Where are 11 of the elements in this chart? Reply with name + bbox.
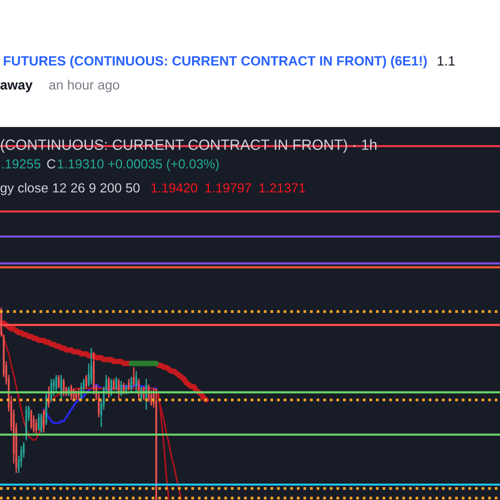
text: an hour ago	[49, 80, 120, 92]
text: 1.19310 +0.00035 (+0.03%)	[58, 158, 219, 172]
text: 1.19797	[205, 183, 252, 193]
text: 1.1	[438, 56, 455, 66]
chart-title: FUTURES (CONTINUOUS: CURRENT CONTRACT IN FRONT) (6E1!)	[4, 56, 427, 68]
text: gy close 12 26 9 200 50	[0, 182, 140, 196]
text: away	[0, 82, 33, 92]
text: C	[47, 159, 56, 169]
text: 1.19420	[151, 183, 198, 193]
text: 1.21371	[259, 183, 306, 193]
text: .19255	[2, 159, 40, 169]
